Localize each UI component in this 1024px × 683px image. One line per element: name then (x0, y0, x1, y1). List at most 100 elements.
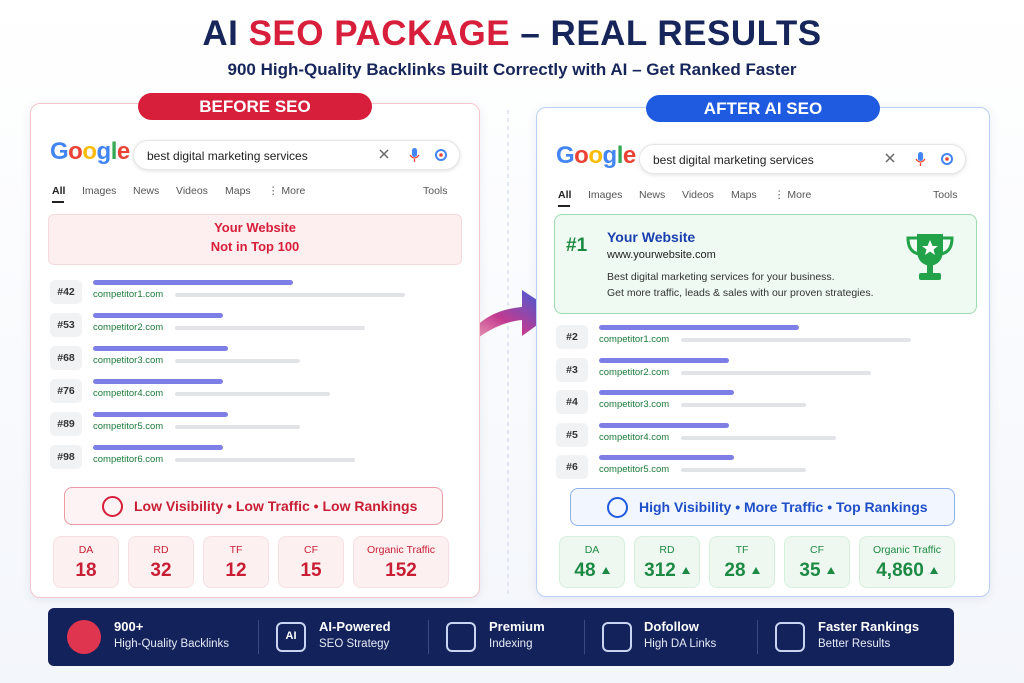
title-bar (599, 325, 799, 330)
feature-title: 900+ (114, 619, 144, 634)
result-rank: #98 (50, 445, 82, 469)
search-box: best digital marketing services (133, 140, 460, 170)
search-tab: News (133, 185, 160, 197)
notice-box (48, 214, 462, 265)
verdict-text: High Visibility • More Traffic • Top Ran… (639, 499, 928, 515)
title-bar (599, 422, 729, 428)
result-site: competitor4.com (93, 388, 164, 399)
metric: RD 32 (128, 536, 194, 588)
result-site: competitor2.com (93, 322, 164, 333)
up-arrow (681, 567, 690, 574)
feature-icon (602, 622, 632, 652)
metric-label: DA (78, 544, 94, 556)
result-rank: #3 (556, 357, 588, 382)
search-tab: Videos (176, 185, 208, 197)
search-icons (379, 148, 447, 162)
metric-label: DA (584, 544, 600, 556)
feature-icon (276, 622, 306, 652)
search-tab: Images (588, 189, 623, 201)
verdict-text: Low Visibility • Low Traffic • Low Ranki… (134, 498, 418, 514)
feature-title: Faster Rankings (818, 619, 920, 634)
result-rank: #89 (50, 412, 82, 436)
snippet-bar (681, 468, 806, 472)
result-site: competitor2.com (599, 366, 670, 378)
search-tab: ⋮ More (774, 189, 812, 201)
feature-divider (428, 620, 429, 654)
up-arrow (751, 567, 760, 574)
metric-value: 4,860 (860, 560, 954, 582)
notice-line: Your Website (214, 220, 296, 235)
search-tab: ⋮ More (268, 185, 306, 197)
metric: Organic Traffic 4,860 (859, 536, 955, 588)
verdict-box (64, 487, 443, 525)
sad-icon (102, 496, 123, 517)
snippet-bar (175, 425, 300, 429)
metric: DA 18 (53, 536, 119, 588)
snippet-bar (175, 293, 405, 297)
search-tab: All (558, 189, 572, 201)
metric-label: Organic Traffic (872, 544, 942, 556)
feature-title: Premium (489, 619, 545, 634)
metric-label: RD (153, 544, 169, 556)
top-result-box (554, 214, 977, 314)
snippet-bar (175, 392, 330, 396)
result-site: competitor3.com (93, 355, 164, 366)
up-arrow (929, 567, 938, 574)
metric-value: 35 (785, 560, 849, 582)
title-bar (93, 346, 228, 351)
metric-label: TF (735, 544, 749, 556)
title-part: AI (202, 14, 249, 53)
search-icons (885, 152, 953, 166)
feature-icon (67, 620, 101, 654)
notice-line: Not in Top 100 (210, 239, 300, 254)
search-tab: Videos (682, 189, 714, 201)
tab-underline (558, 205, 570, 207)
metric-value: 152 (385, 560, 417, 581)
metric-label: CF (810, 544, 824, 556)
result-rank: #2 (556, 325, 588, 349)
feature-divider (584, 620, 585, 654)
feature-icon-label: AI (285, 630, 297, 642)
snippet-bar (175, 458, 355, 462)
title-bar (599, 390, 734, 395)
metric-value: 12 (225, 560, 247, 581)
title-part: SEO PACKAGE (248, 14, 511, 53)
feature-divider (258, 620, 259, 654)
title-bar (93, 412, 228, 417)
title-bar (93, 445, 223, 450)
search-tools: Tools (423, 185, 448, 197)
snippet-bar (175, 326, 365, 330)
top-url: www.yourwebsite.com (607, 249, 716, 261)
title: AI SEO PACKAGE – REAL RESULTS (0, 14, 1024, 54)
feature-subtitle: Better Results (818, 638, 891, 650)
search-tab: Maps (225, 185, 251, 197)
feature-bar (48, 608, 954, 666)
feature-title: Dofollow (644, 619, 699, 634)
metric-value: 28 (710, 560, 774, 582)
search-tab: Maps (731, 189, 757, 201)
metric-label: Organic Traffic (366, 544, 436, 556)
metric-value: 15 (300, 560, 322, 581)
search-box: best digital marketing services (639, 144, 966, 174)
metric-value: 312 (635, 560, 699, 582)
title-bar (599, 455, 734, 460)
feature-title: AI-Powered (319, 619, 391, 634)
up-arrow (826, 567, 835, 574)
metric-value: 48 (560, 560, 624, 582)
snippet-bar (681, 370, 871, 375)
title-part: – REAL RESULTS (510, 14, 822, 53)
trophy-icon (906, 234, 954, 280)
feature-subtitle: High-Quality Backlinks (114, 638, 230, 650)
result-rank: #4 (556, 390, 588, 414)
title-bar (93, 379, 223, 384)
feature-subtitle: High DA Links (644, 638, 717, 650)
result-site: competitor4.com (599, 431, 670, 443)
result-rank: #53 (50, 313, 82, 337)
feature-subtitle: Indexing (489, 638, 533, 650)
metric: CF 15 (278, 536, 344, 588)
result-rank: #6 (556, 455, 588, 479)
snippet-bar (681, 403, 806, 407)
top-desc: Best digital marketing services for your… (607, 271, 835, 283)
